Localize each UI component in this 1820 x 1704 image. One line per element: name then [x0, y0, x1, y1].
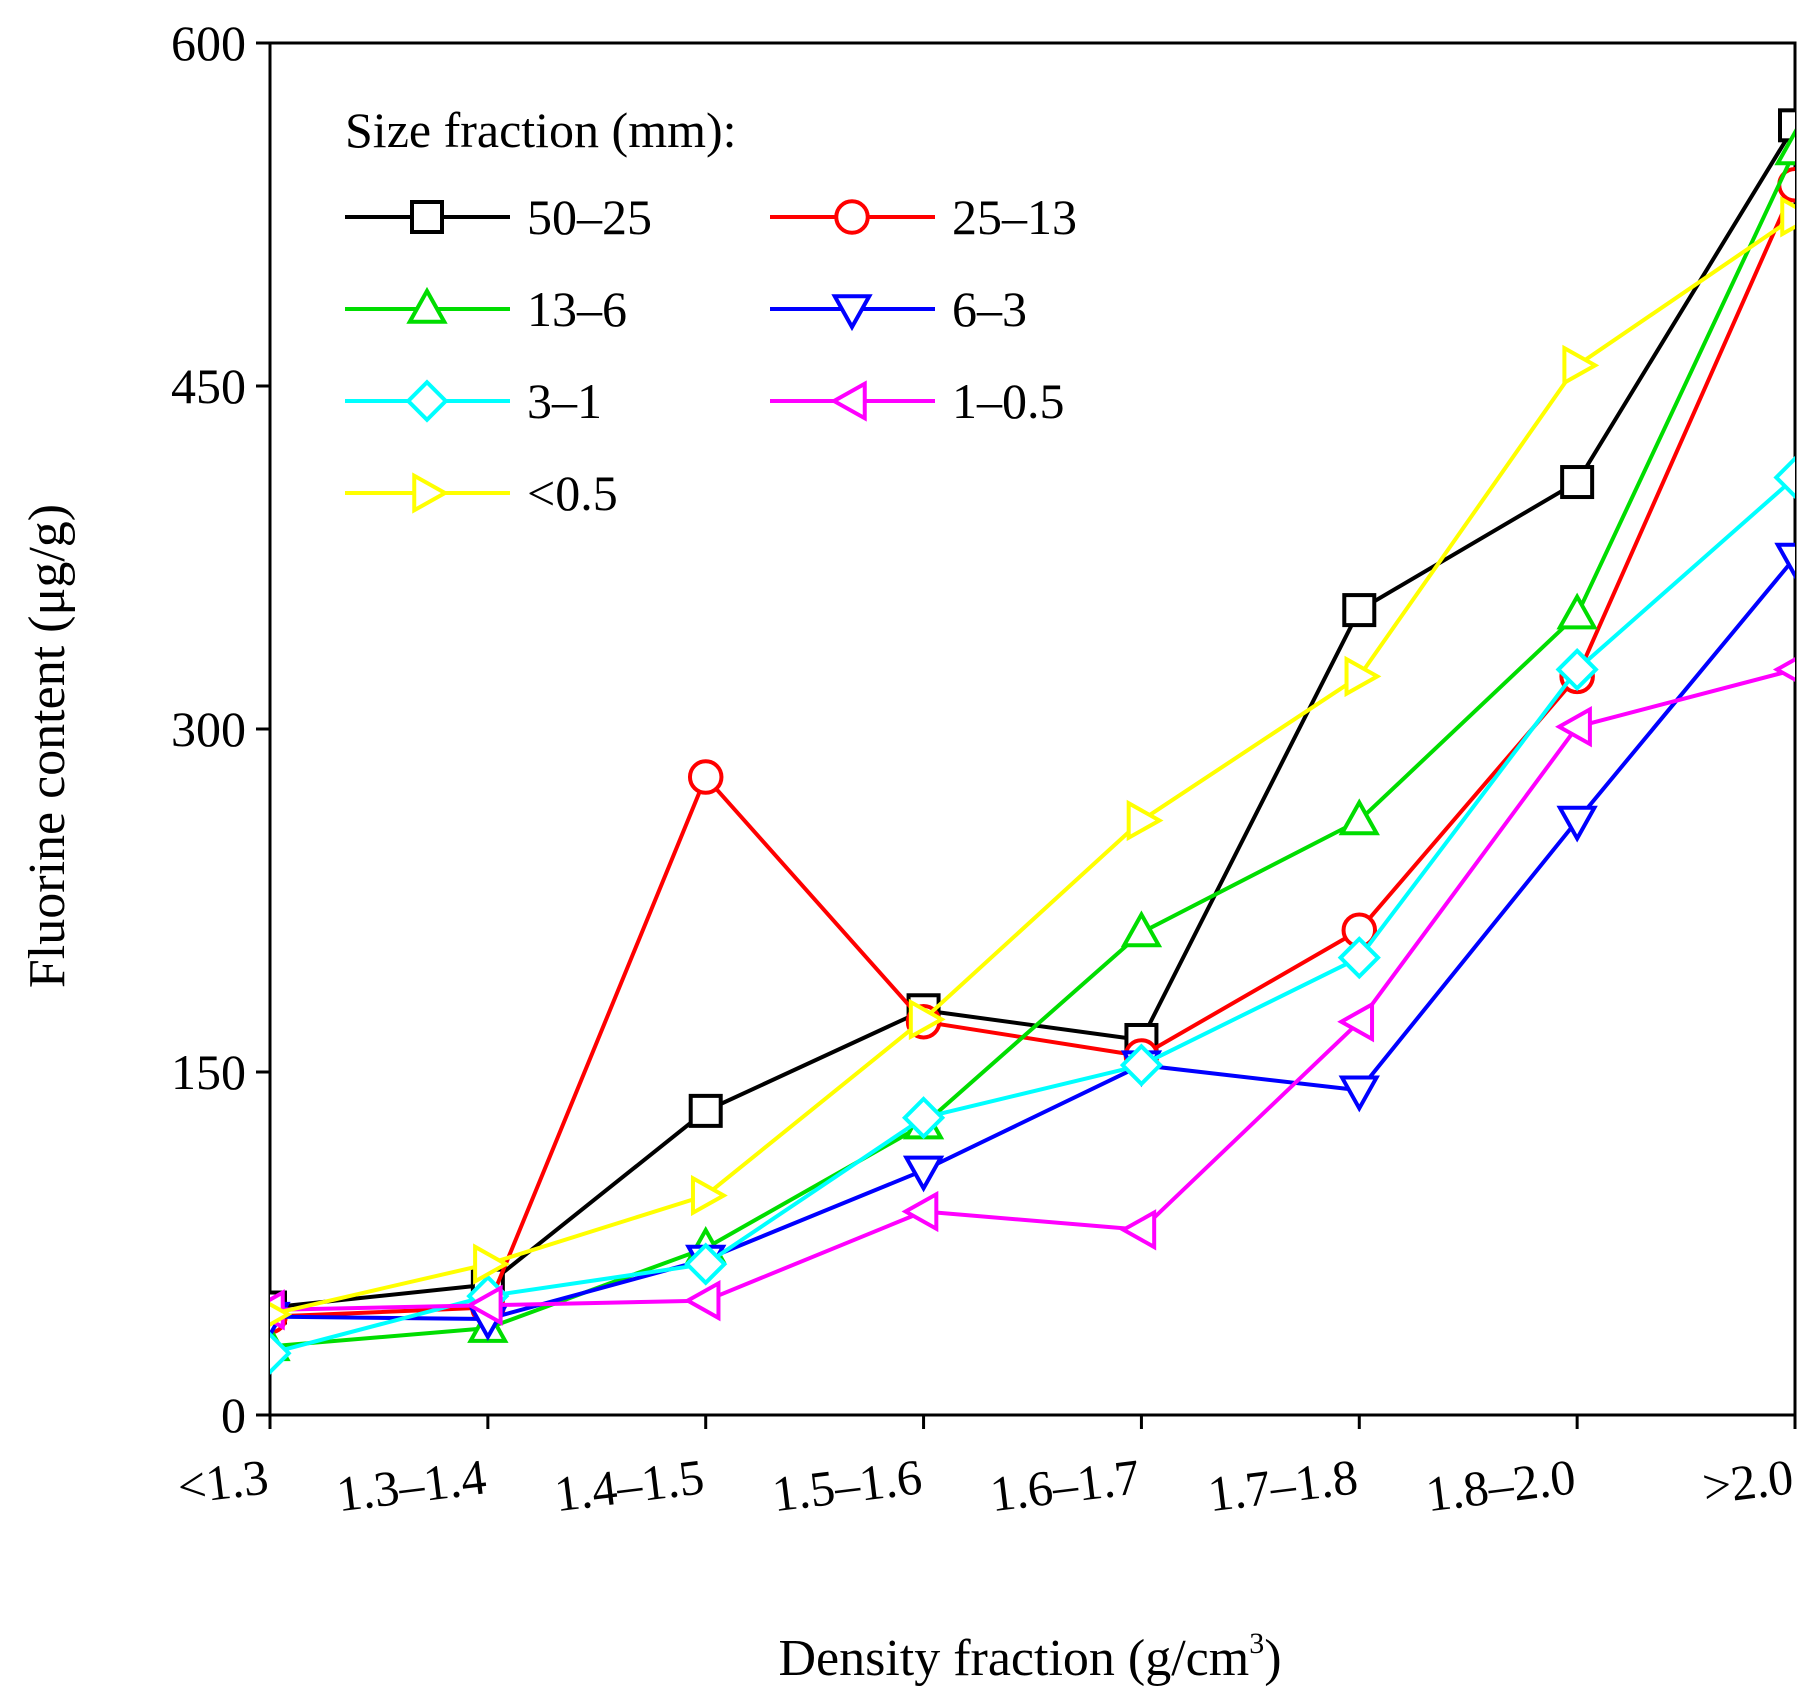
data-point [1556, 805, 1598, 843]
legend-label: 3–1 [527, 373, 602, 429]
data-point [270, 1301, 293, 1327]
legend-title: Size fraction (mm): [345, 102, 737, 158]
data-point [684, 1242, 728, 1286]
x-tick-label: <1.3 [174, 1448, 271, 1515]
data-point [1774, 542, 1795, 580]
data-point [1774, 128, 1795, 166]
x-tick-label: 1.4–1.5 [551, 1448, 707, 1522]
data-point [1560, 465, 1595, 500]
data-point [690, 1174, 728, 1217]
data-point [1555, 706, 1592, 748]
legend-label: 13–6 [527, 281, 627, 337]
legend-item: <0.5 [345, 465, 618, 521]
data-point [687, 759, 724, 795]
y-tick-label: 150 [171, 1044, 246, 1100]
legend-marker [410, 200, 444, 234]
data-point [1778, 108, 1795, 143]
legend-marker [834, 199, 870, 235]
y-tick-label: 0 [221, 1387, 246, 1443]
legend-marker [829, 380, 867, 422]
legend-marker [405, 379, 449, 423]
data-point [1337, 1001, 1375, 1043]
series-1-0-5 [270, 657, 1795, 1331]
legend-label: <0.5 [527, 465, 618, 521]
x-tick-label: 1.5–1.6 [769, 1448, 925, 1522]
data-point [1120, 910, 1163, 948]
y-tick-label: 450 [171, 358, 246, 414]
x-tick-label: 1.3–1.4 [333, 1448, 489, 1522]
series-25-13 [270, 167, 1795, 1335]
data-point [1342, 593, 1377, 628]
legend-label: 6–3 [952, 281, 1027, 337]
y-tick-label: 600 [171, 15, 246, 71]
data-point [1555, 647, 1599, 692]
data-point [1773, 455, 1795, 500]
legend: Size fraction (mm): 50–25 25–13 13–6 6–3 3–1 1… [345, 102, 1077, 521]
data-point [1338, 798, 1380, 836]
legend-item: 1–0.5 [770, 373, 1065, 429]
y-axis-title: Fluorine content (μg/g) [19, 504, 76, 988]
series-line [270, 556, 1795, 1321]
data-point [1344, 655, 1382, 698]
x-tick-label: 1.7–1.8 [1205, 1448, 1361, 1522]
series-line [270, 149, 1795, 1349]
legend-item: 6–3 [770, 281, 1027, 337]
data-point [270, 1331, 292, 1375]
data-point [1338, 1075, 1380, 1113]
data-point [1562, 344, 1600, 387]
legend-label: 1–0.5 [952, 373, 1065, 429]
data-point [683, 1280, 721, 1322]
legend-item: 13–6 [345, 281, 627, 337]
series-13-6 [270, 128, 1795, 1362]
data-point [473, 1243, 510, 1285]
data-point [688, 1093, 723, 1128]
x-axis-title-sup: 3 [1249, 1627, 1264, 1660]
y-tick-label: 300 [171, 701, 246, 757]
series-line [270, 475, 1795, 1356]
x-axis-title-end: ) [1264, 1630, 1281, 1687]
data-point [1780, 196, 1795, 238]
series-line [270, 215, 1795, 1317]
series-0-5 [270, 196, 1795, 1327]
legend-label: 50–25 [527, 189, 652, 245]
x-tick-label: 1.8–2.0 [1423, 1448, 1579, 1522]
data-point [1119, 1209, 1157, 1251]
data-point [465, 1284, 503, 1326]
legend-item: 3–1 [345, 373, 602, 429]
series-line [270, 124, 1795, 1310]
data-point [1337, 936, 1381, 980]
data-point [1556, 592, 1598, 630]
x-axis-title-main: Density fraction (g/cm [778, 1630, 1249, 1687]
data-point [901, 1190, 939, 1233]
x-axis-title: Density fraction (g/cm3) [778, 1627, 1281, 1687]
legend-marker [406, 286, 448, 324]
legend-label: 25–13 [952, 189, 1077, 245]
x-tick-label: >2.0 [1699, 1448, 1796, 1515]
legend-item: 25–13 [770, 189, 1077, 245]
series-line [270, 667, 1795, 1312]
data-point [1119, 1043, 1164, 1087]
series-layer [270, 108, 1795, 1375]
data-point [1126, 799, 1164, 842]
legend-marker [831, 294, 873, 332]
legend-marker [412, 472, 450, 514]
x-tick-label: 1.6–1.7 [987, 1448, 1143, 1522]
series-3-1 [270, 455, 1795, 1375]
data-point [902, 1155, 945, 1193]
data-point [908, 998, 946, 1041]
data-point [901, 1096, 946, 1140]
data-point [1772, 657, 1795, 682]
legend-item: 50–25 [345, 189, 652, 245]
